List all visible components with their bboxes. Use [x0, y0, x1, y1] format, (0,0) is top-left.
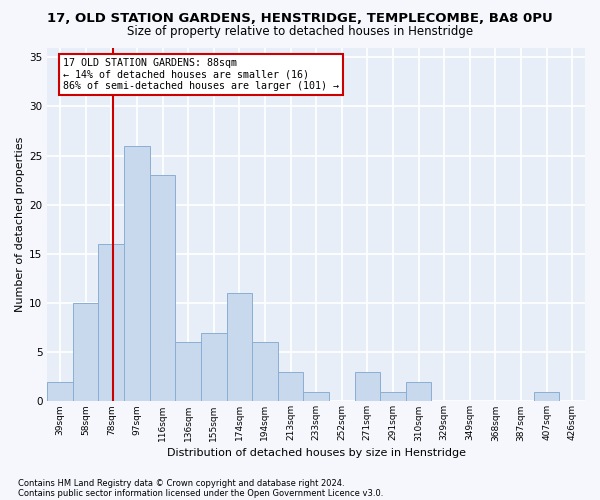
Bar [252, 342, 278, 402]
Text: Size of property relative to detached houses in Henstridge: Size of property relative to detached ho… [127, 25, 473, 38]
Bar [227, 294, 252, 402]
Bar [124, 146, 150, 402]
Bar [406, 382, 431, 402]
Bar [175, 342, 201, 402]
X-axis label: Distribution of detached houses by size in Henstridge: Distribution of detached houses by size … [167, 448, 466, 458]
Bar [47, 382, 73, 402]
Bar [380, 392, 406, 402]
Text: Contains public sector information licensed under the Open Government Licence v3: Contains public sector information licen… [18, 488, 383, 498]
Text: 17, OLD STATION GARDENS, HENSTRIDGE, TEMPLECOMBE, BA8 0PU: 17, OLD STATION GARDENS, HENSTRIDGE, TEM… [47, 12, 553, 24]
Bar [98, 244, 124, 402]
Y-axis label: Number of detached properties: Number of detached properties [15, 137, 25, 312]
Text: Contains HM Land Registry data © Crown copyright and database right 2024.: Contains HM Land Registry data © Crown c… [18, 478, 344, 488]
Bar [278, 372, 304, 402]
Bar [150, 176, 175, 402]
Bar [304, 392, 329, 402]
Text: 17 OLD STATION GARDENS: 88sqm
← 14% of detached houses are smaller (16)
86% of s: 17 OLD STATION GARDENS: 88sqm ← 14% of d… [64, 58, 340, 92]
Bar [534, 392, 559, 402]
Bar [201, 332, 227, 402]
Bar [73, 303, 98, 402]
Bar [355, 372, 380, 402]
